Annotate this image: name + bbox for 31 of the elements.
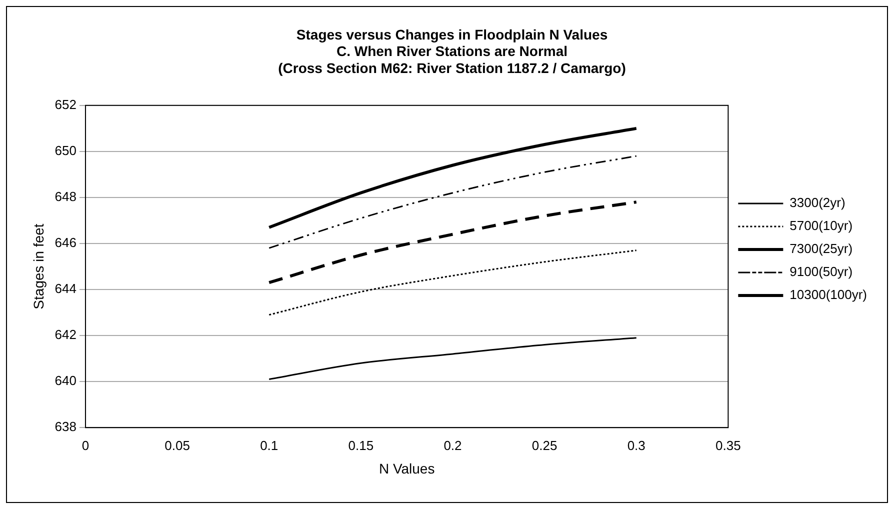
legend-label: 5700(10yr): [790, 218, 853, 234]
x-tick-label: 0.15: [348, 438, 374, 453]
text: (Cross Section M62: River Station 1187.2 / Camargo): [278, 60, 626, 76]
legend-label: 10300(100yr): [790, 287, 867, 302]
line-series: [268, 126, 638, 229]
x-tick-label: 0.25: [532, 438, 558, 453]
line-series: [268, 155, 638, 249]
x-tick-label: 0.05: [164, 438, 190, 453]
y-tick-label: 652: [54, 96, 76, 112]
x-tick-label: 0: [82, 438, 90, 453]
text: C. When River Stations are Normal: [336, 43, 568, 60]
y-tick-label: 650: [54, 143, 76, 158]
line-series: [268, 200, 638, 284]
line-series: [268, 337, 638, 380]
x-tick-label: 0.2: [444, 438, 462, 453]
y-tick-label: 638: [54, 419, 76, 434]
x-tick-label: 0.1: [260, 438, 278, 453]
y-tick-label: 640: [54, 373, 76, 388]
y-tick-label: 646: [54, 235, 76, 250]
legend-label: 9100(50yr): [790, 264, 853, 280]
chart-title: Stages versus Changes in Floodplain N Values: [296, 26, 608, 42]
x-tick-label: 0.3: [627, 438, 646, 453]
legend-label: 7300(25yr): [790, 241, 853, 256]
y-tick-label: 644: [54, 281, 76, 296]
y-axis-title: Stages in feet: [30, 224, 46, 310]
y-tick-label: 642: [54, 327, 76, 342]
x-tick-label: 0.35: [716, 438, 741, 453]
legend-label: 3300(2yr): [790, 195, 846, 210]
line-series: [268, 250, 638, 316]
y-tick-label: 648: [54, 189, 76, 204]
x-axis-title: N Values: [378, 460, 435, 476]
